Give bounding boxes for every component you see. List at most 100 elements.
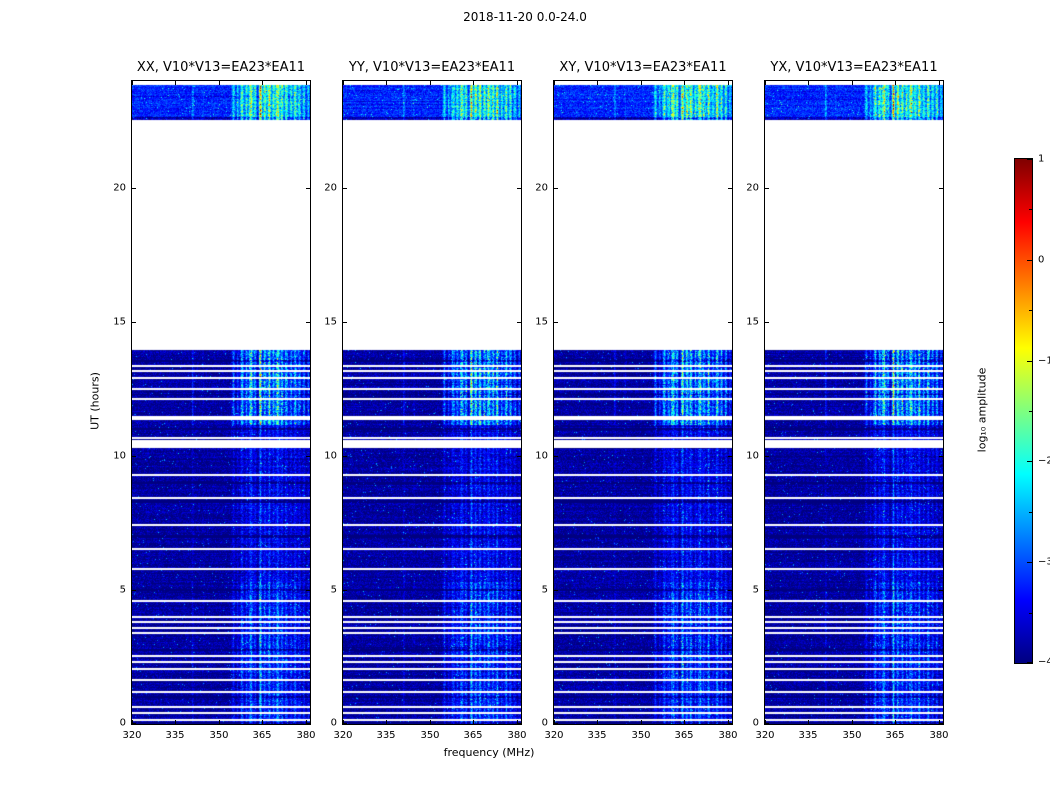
- x-tick: [597, 720, 598, 724]
- x-tick: [306, 81, 307, 85]
- colorbar-tick: [1027, 562, 1032, 563]
- x-tick: [554, 81, 555, 85]
- y-tick: [939, 456, 943, 457]
- x-tick-label: 365: [463, 730, 483, 741]
- y-tick: [939, 723, 943, 724]
- y-tick-label: 0: [752, 717, 759, 729]
- colorbar-minor-tick: [1029, 411, 1032, 412]
- y-tick: [343, 322, 347, 323]
- x-tick: [175, 720, 176, 724]
- y-tick: [939, 188, 943, 189]
- y-tick-label: 5: [541, 584, 548, 596]
- y-tick-label: 15: [113, 316, 126, 328]
- y-tick-label: 0: [119, 717, 126, 729]
- y-tick: [132, 322, 136, 323]
- y-tick: [306, 188, 310, 189]
- y-tick: [306, 456, 310, 457]
- y-tick: [765, 456, 769, 457]
- colorbar-minor-tick: [1029, 512, 1032, 513]
- x-tick-label: 320: [122, 730, 142, 741]
- x-tick: [939, 81, 940, 85]
- x-tick: [765, 81, 766, 85]
- y-tick-label: 20: [113, 182, 126, 194]
- x-tick: [430, 720, 431, 724]
- y-tick: [306, 590, 310, 591]
- x-tick: [852, 720, 853, 724]
- x-tick: [765, 720, 766, 724]
- y-tick: [728, 723, 732, 724]
- colorbar-tick: [1027, 260, 1032, 261]
- y-tick: [517, 456, 521, 457]
- colorbar-tick: [1027, 662, 1032, 663]
- x-tick: [852, 81, 853, 85]
- y-tick: [728, 590, 732, 591]
- y-tick: [517, 723, 521, 724]
- x-tick: [684, 720, 685, 724]
- x-tick-label: 350: [842, 730, 862, 741]
- colorbar-tick: [1027, 461, 1032, 462]
- spectrogram-panel: XX, V10*V13=EA23*EA11 320 335 350 365 380 0 5 10…: [113, 60, 315, 741]
- x-tick: [175, 81, 176, 85]
- x-tick: [132, 81, 133, 85]
- x-tick-label: 380: [718, 730, 738, 741]
- y-tick: [554, 590, 558, 591]
- y-tick: [728, 456, 732, 457]
- x-tick-label: 335: [587, 730, 607, 741]
- x-tick: [262, 720, 263, 724]
- x-tick-label: 335: [165, 730, 185, 741]
- x-tick: [343, 81, 344, 85]
- colorbar-label: log₁₀ amplitude: [975, 367, 989, 453]
- y-tick: [728, 322, 732, 323]
- colorbar-tick-label: 1: [1038, 153, 1045, 165]
- x-tick-label: 335: [376, 730, 396, 741]
- y-tick: [132, 456, 136, 457]
- y-tick-label: 20: [535, 182, 548, 194]
- y-tick-label: 15: [746, 316, 759, 328]
- x-axis-label: frequency (MHz): [443, 746, 535, 759]
- x-tick: [895, 81, 896, 85]
- y-tick: [939, 590, 943, 591]
- y-tick: [517, 590, 521, 591]
- x-tick: [641, 720, 642, 724]
- y-tick-label: 10: [746, 450, 759, 462]
- y-tick-label: 0: [541, 717, 548, 729]
- colorbar-minor-tick: [1029, 209, 1032, 210]
- colorbar-minor-tick: [1029, 613, 1032, 614]
- colorbar-tick: [1027, 361, 1032, 362]
- y-tick: [343, 188, 347, 189]
- x-tick-label: 320: [544, 730, 564, 741]
- colorbar-tick-label: −2: [1038, 455, 1050, 467]
- y-tick: [517, 322, 521, 323]
- x-tick-label: 380: [929, 730, 949, 741]
- y-tick: [728, 188, 732, 189]
- panel-title: XY, V10*V13=EA23*EA11: [559, 60, 727, 75]
- colorbar-minor-tick: [1029, 310, 1032, 311]
- x-tick-label: 350: [631, 730, 651, 741]
- x-tick: [473, 81, 474, 85]
- x-tick-label: 320: [333, 730, 353, 741]
- x-tick: [473, 720, 474, 724]
- y-tick-label: 20: [746, 182, 759, 194]
- spectrogram-canvas: [554, 81, 732, 724]
- y-tick: [132, 188, 136, 189]
- x-tick-label: 365: [252, 730, 272, 741]
- x-tick-label: 350: [209, 730, 229, 741]
- x-tick: [219, 720, 220, 724]
- spectrogram-panel: YX, V10*V13=EA23*EA11 320 335 350 365 380 0 5 10…: [746, 60, 948, 741]
- x-tick-label: 380: [296, 730, 316, 741]
- x-tick: [641, 81, 642, 85]
- y-tick: [306, 322, 310, 323]
- x-tick: [386, 81, 387, 85]
- y-tick: [765, 322, 769, 323]
- y-tick: [343, 456, 347, 457]
- figure-title: 2018-11-20 0.0-24.0: [463, 10, 587, 24]
- y-tick: [554, 322, 558, 323]
- y-tick-label: 10: [113, 450, 126, 462]
- colorbar-tick-label: −3: [1038, 556, 1050, 568]
- x-tick-label: 335: [798, 730, 818, 741]
- y-tick-label: 15: [535, 316, 548, 328]
- x-tick: [430, 81, 431, 85]
- y-tick: [306, 723, 310, 724]
- x-tick: [262, 81, 263, 85]
- x-tick-label: 380: [507, 730, 527, 741]
